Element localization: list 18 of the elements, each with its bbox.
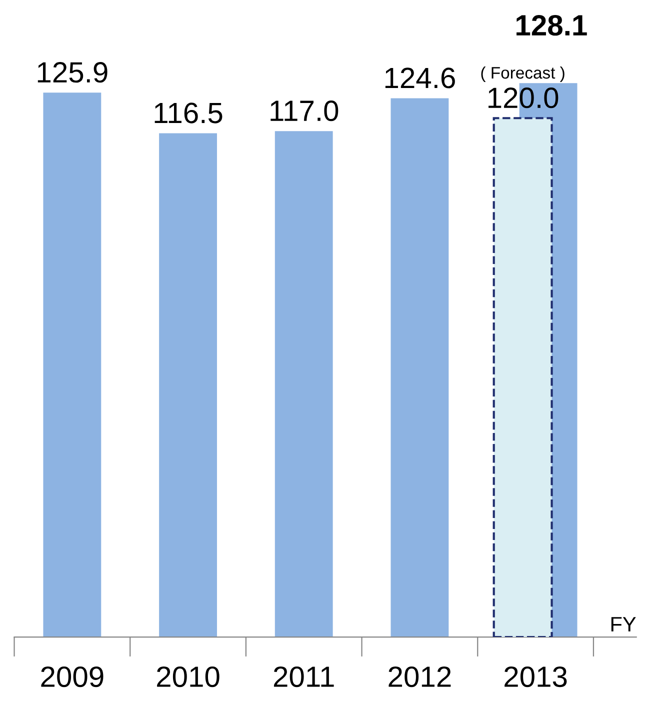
x-tick-label: 2011: [274, 666, 334, 688]
x-axis-title: FY: [611, 617, 636, 632]
data-label: 117.0: [270, 100, 338, 122]
x-tick-label: 2010: [157, 666, 220, 688]
data-label: 128.1: [516, 15, 587, 36]
bar: [274, 131, 333, 638]
data-label: 120.0: [488, 88, 558, 108]
x-tick-label: 2013: [504, 666, 567, 688]
bar: [492, 117, 553, 638]
bar: [159, 133, 217, 638]
annotation: ( Forecast ): [481, 66, 564, 82]
data-label: 125.9: [38, 62, 108, 83]
bar: [390, 98, 449, 638]
data-label: 116.5: [154, 102, 222, 124]
x-tick-label: 2009: [41, 666, 104, 688]
x-tick-label: 2012: [388, 666, 451, 688]
bar: [43, 92, 102, 638]
data-label: 124.6: [385, 68, 455, 88]
